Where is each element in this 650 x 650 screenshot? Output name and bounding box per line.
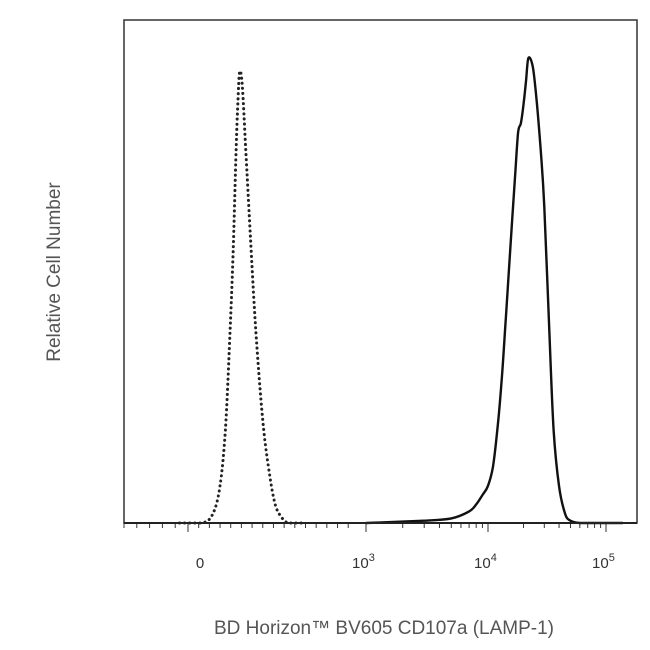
x-tick-label: 105 [592, 552, 615, 572]
x-axis-ticks [123, 523, 607, 532]
series-layer [124, 56, 637, 525]
x-tick-label: 0 [196, 555, 204, 572]
x-tick-label: 104 [474, 552, 497, 572]
stained-histogram-solid [365, 56, 623, 525]
x-axis-tick-labels: 0 103 104 105 [196, 552, 615, 572]
y-axis-title: Relative Cell Number [44, 182, 65, 362]
plot-frame [123, 19, 638, 524]
control-histogram-dotted [178, 69, 306, 525]
x-tick-label: 103 [352, 552, 375, 572]
x-axis-title: BD Horizon™ BV605 CD107a (LAMP-1) [214, 618, 554, 639]
